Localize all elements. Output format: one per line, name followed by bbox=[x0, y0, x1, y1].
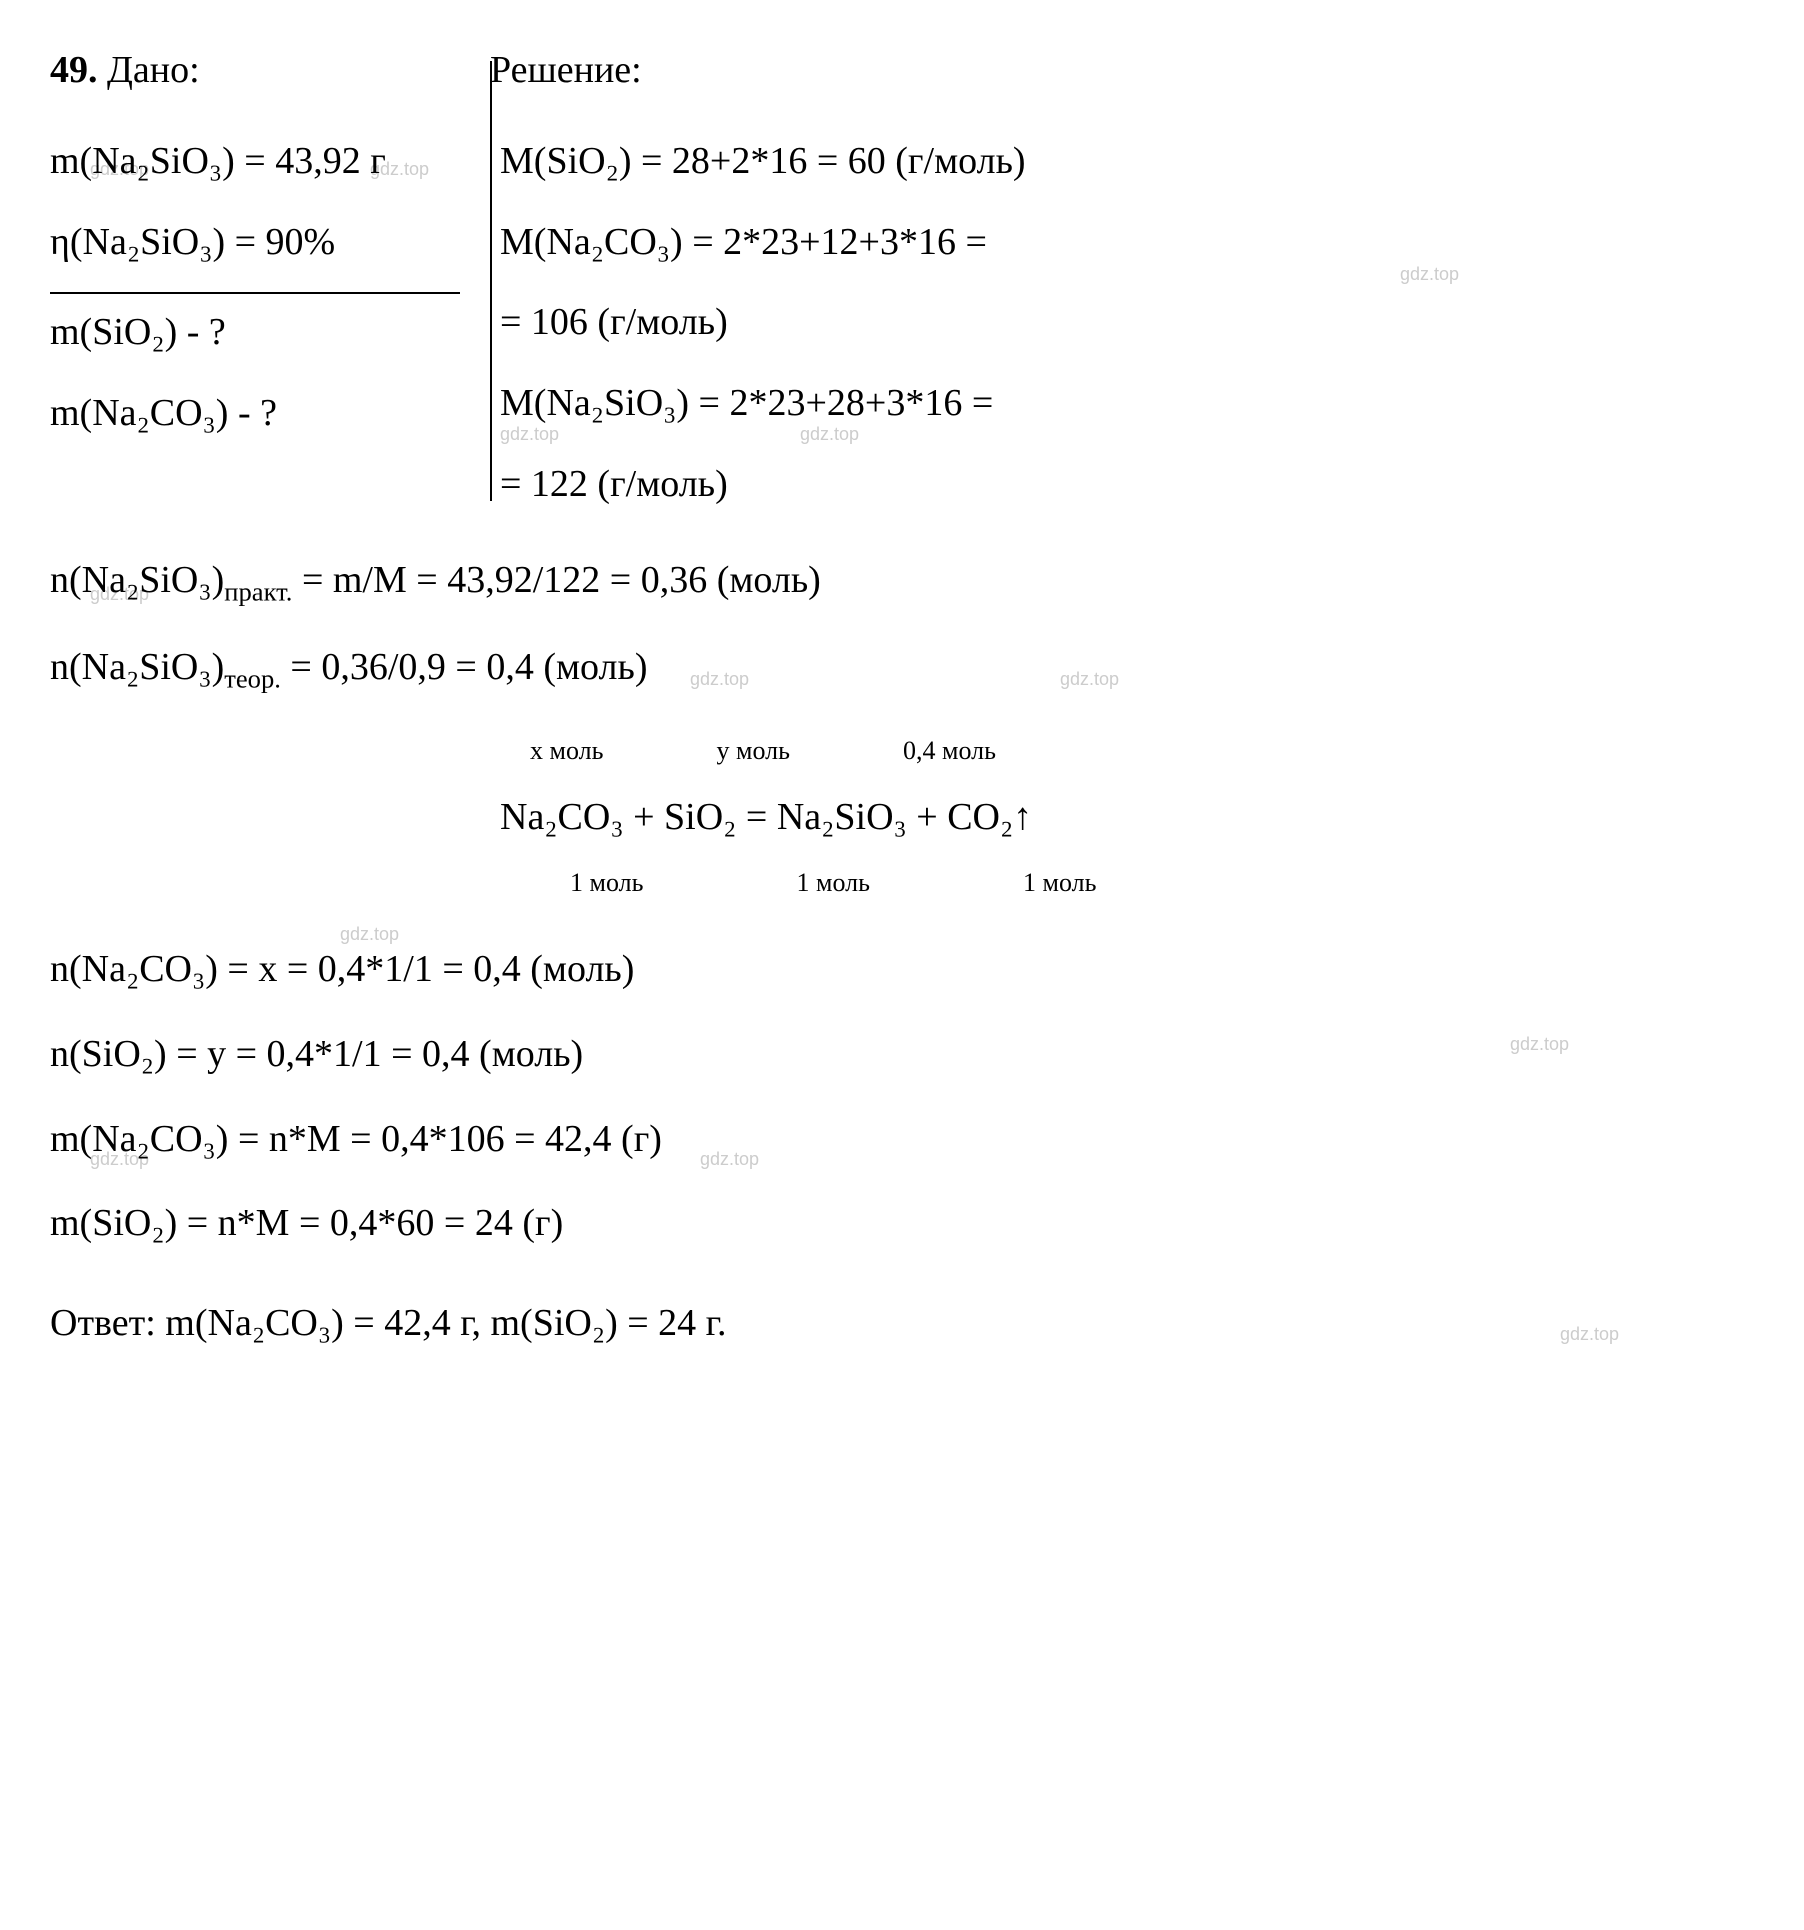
annotation-bot3: 1 моль bbox=[1023, 862, 1096, 904]
solution-label: Решение: bbox=[490, 49, 642, 91]
molar-mass-na2co3-b: = 106 (г/моль) bbox=[500, 292, 1754, 353]
molar-mass-na2sio3-b: = 122 (г/моль) bbox=[500, 454, 1754, 515]
pract-subscript: практ. bbox=[224, 576, 292, 606]
result-m-sio2: m(SiO₂) = n*M = 0,4*60 = 24 (г) bbox=[50, 1193, 1754, 1254]
annotation-val: 0,4 моль bbox=[903, 730, 996, 772]
annotation-bot1: 1 моль bbox=[570, 862, 790, 904]
problem-number: 49. bbox=[50, 49, 98, 91]
result-n-sio2: n(SiO₂) = y = 0,4*1/1 = 0,4 (моль) bbox=[50, 1024, 1754, 1085]
given-column: m(Na₂SiO₃) = 43,92 г η(Na₂SiO₃) = 90% m(… bbox=[50, 131, 490, 535]
molar-mass-na2co3-a: M(Na₂CO₃) = 2*23+12+3*16 = bbox=[500, 212, 1754, 273]
n-teor-part1: n(Na₂SiO₃) bbox=[50, 646, 224, 688]
find-na2co3: m(Na₂CO₃) - ? bbox=[50, 383, 470, 444]
n-pract-part1: n(Na₂SiO₃) bbox=[50, 559, 224, 601]
molar-mass-sio2: M(SiO₂) = 28+2*16 = 60 (г/моль) bbox=[500, 131, 1754, 192]
teor-subscript: теор. bbox=[224, 664, 281, 694]
find-sio2: m(SiO₂) - ? bbox=[50, 302, 470, 363]
n-pract-part2: = m/M = 43,92/122 = 0,36 (моль) bbox=[292, 559, 820, 601]
annotation-y: у моль bbox=[717, 730, 897, 772]
n-theoretical: n(Na₂SiO₃)теор. = 0,36/0,9 = 0,4 (моль) bbox=[50, 637, 1754, 700]
n-teor-part2: = 0,36/0,9 = 0,4 (моль) bbox=[281, 646, 648, 688]
annotation-bot2: 1 моль bbox=[797, 862, 1017, 904]
given-label: Дано: bbox=[107, 49, 200, 91]
equation-top-annotations: х моль у моль 0,4 моль bbox=[50, 730, 1754, 772]
equation-bottom-annotations: 1 моль 1 моль 1 моль bbox=[50, 862, 1754, 904]
reaction-equation: Na₂CO₃ + SiO₂ = Na₂SiO₃ + CO₂↑ bbox=[50, 787, 1754, 848]
given-mass: m(Na₂SiO₃) = 43,92 г bbox=[50, 131, 470, 192]
final-answer: Ответ: m(Na₂CO₃) = 42,4 г, m(SiO₂) = 24 … bbox=[50, 1293, 1754, 1354]
given-yield: η(Na₂SiO₃) = 90% bbox=[50, 212, 470, 273]
result-m-na2co3: m(Na₂CO₃) = n*M = 0,4*106 = 42,4 (г) bbox=[50, 1109, 1754, 1170]
given-section-header: 49. Дано: bbox=[50, 40, 490, 101]
annotation-x: х моль bbox=[530, 730, 710, 772]
n-practical: n(Na₂SiO₃)практ. = m/M = 43,92/122 = 0,3… bbox=[50, 550, 1754, 613]
reaction-equation-block: х моль у моль 0,4 моль Na₂CO₃ + SiO₂ = N… bbox=[50, 730, 1754, 904]
solution-column: M(SiO₂) = 28+2*16 = 60 (г/моль) M(Na₂CO₃… bbox=[490, 131, 1754, 535]
horizontal-divider bbox=[50, 292, 460, 294]
result-n-na2co3: n(Na₂CO₃) = x = 0,4*1/1 = 0,4 (моль) bbox=[50, 939, 1754, 1000]
molar-mass-na2sio3-a: M(Na₂SiO₃) = 2*23+28+3*16 = bbox=[500, 373, 1754, 434]
solution-section-header: Решение: bbox=[490, 40, 1754, 101]
vertical-divider bbox=[490, 61, 492, 501]
